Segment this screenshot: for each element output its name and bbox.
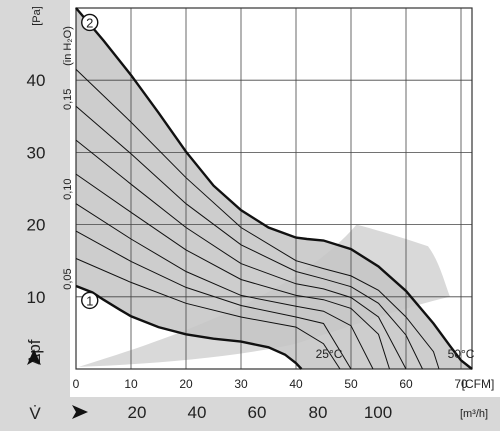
x-tick-label: 30 xyxy=(234,377,248,391)
y2-tick-label: 0,15 xyxy=(62,89,74,110)
operating-curve xyxy=(75,173,390,370)
y2-tick-label: 0,10 xyxy=(62,178,74,199)
y2-axis-unit: (in H₂O) xyxy=(62,26,74,66)
x-tick-label: 50 xyxy=(344,377,358,391)
plot-frame xyxy=(75,7,473,370)
y-axis-arrow xyxy=(27,349,41,365)
x2-tick-label: 20 xyxy=(128,403,147,422)
operating-range-area xyxy=(76,8,472,369)
y-tick-label: 40 xyxy=(27,71,46,90)
x2-axis-arrow xyxy=(72,405,88,419)
annotation-label: 50°C xyxy=(448,347,475,361)
x2-tick-label: 80 xyxy=(309,403,328,422)
y-tick-label: 30 xyxy=(27,143,46,162)
series-marker-1: 1 xyxy=(81,291,99,310)
series-marker-label: 2 xyxy=(86,15,93,30)
x2-axis-symbol: V̇ xyxy=(29,404,41,423)
operating-curve xyxy=(75,230,352,370)
operating-curve xyxy=(75,139,407,370)
operating-curve xyxy=(75,258,341,370)
x-tick-label: 60 xyxy=(399,377,413,391)
series-line-2 xyxy=(75,7,473,370)
x2-tick-label: 100 xyxy=(364,403,392,422)
x-axis-unit: [CFM] xyxy=(462,377,495,391)
x-tick-label: 10 xyxy=(124,377,138,391)
y2-tick-label: 0,05 xyxy=(62,268,74,289)
series-marker-2: 2 xyxy=(81,13,99,32)
x-tick-label: 20 xyxy=(179,377,193,391)
series-line-1 xyxy=(75,284,303,370)
operating-curve xyxy=(75,203,374,370)
x-tick-label: 40 xyxy=(289,377,303,391)
annotation-label: 25°C xyxy=(316,347,343,361)
y-tick-label: 10 xyxy=(27,288,46,307)
y-axis-unit: [Pa] xyxy=(31,6,43,26)
x-tick-label: 0 xyxy=(73,377,80,391)
x2-tick-label: 60 xyxy=(248,403,267,422)
x2-tick-label: 40 xyxy=(188,403,207,422)
operating-curve xyxy=(75,105,423,370)
x-tick-label: 70 xyxy=(454,377,468,391)
y-tick-label: 20 xyxy=(27,216,46,235)
series-marker-label: 1 xyxy=(86,293,93,308)
operating-curve xyxy=(75,69,440,370)
x2-axis-unit: [m³/h] xyxy=(460,408,488,420)
